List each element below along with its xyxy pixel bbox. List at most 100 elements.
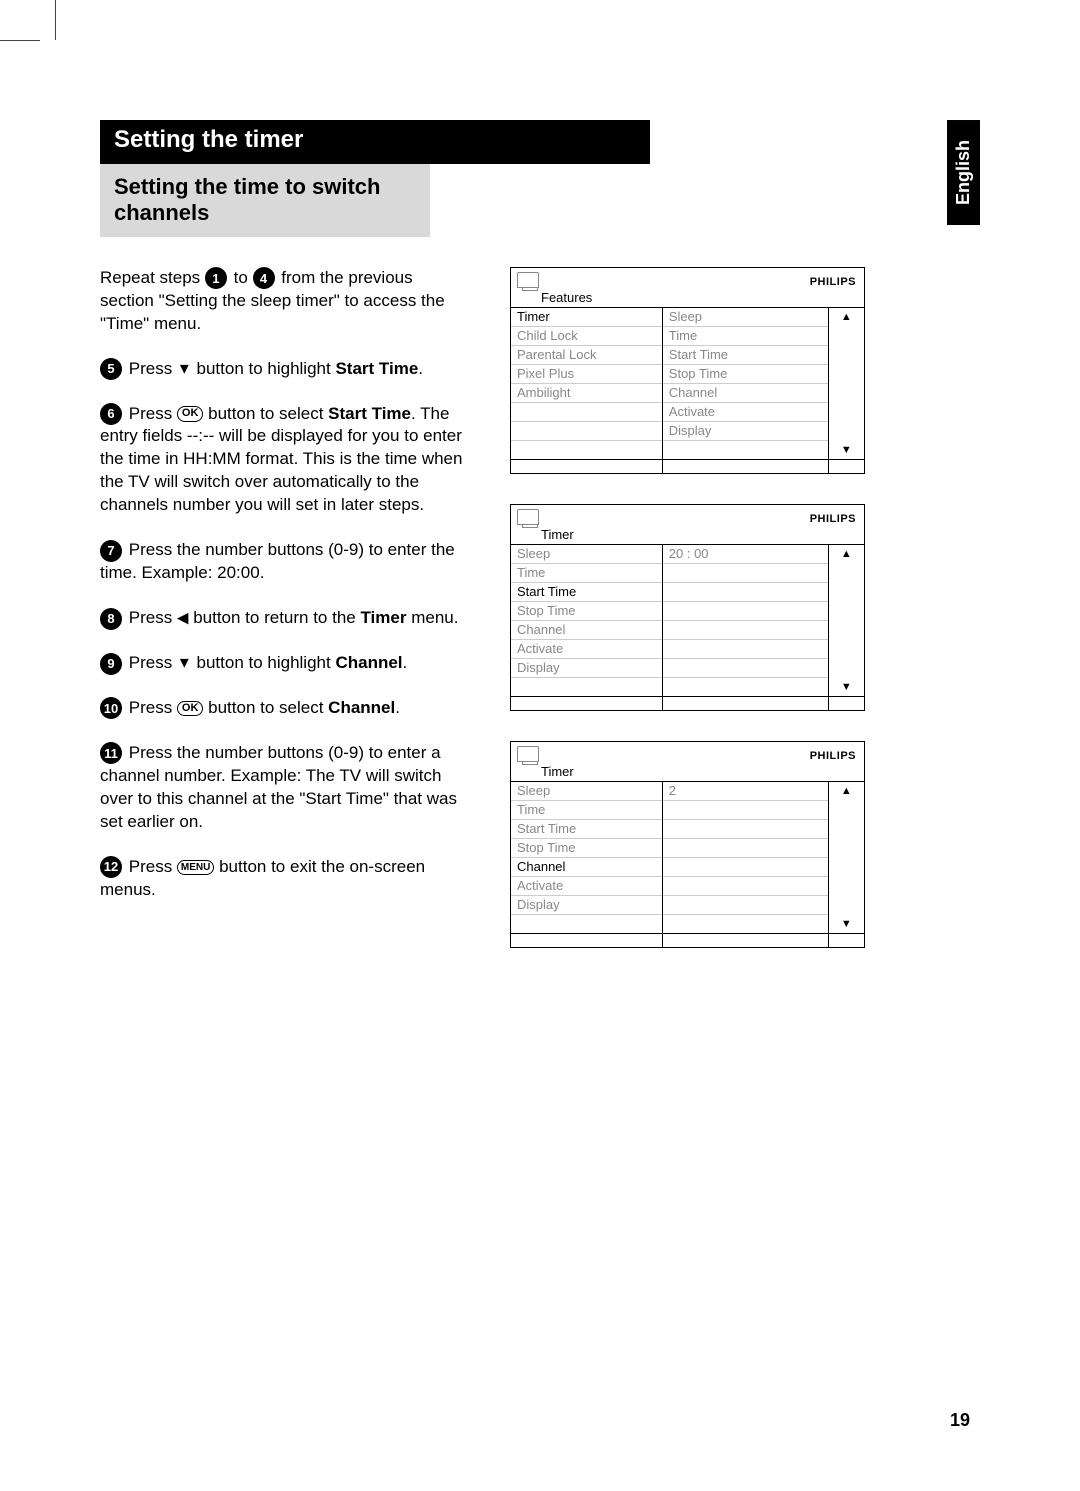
osd-menu-item: Timer bbox=[511, 308, 662, 327]
osd-menu-item: Child Lock bbox=[511, 327, 662, 346]
osd-value-item bbox=[663, 801, 828, 820]
brand-label: PHILIPS bbox=[810, 276, 856, 288]
text: Press bbox=[129, 698, 177, 717]
text: Press bbox=[129, 857, 177, 876]
osd-menu: PHILIPSFeaturesTimerChild LockParental L… bbox=[510, 267, 865, 474]
down-arrow-icon: ▼ bbox=[177, 654, 192, 671]
osd-value-item bbox=[663, 915, 828, 933]
osd-value-item: Display bbox=[663, 422, 828, 441]
menu-button-icon: MENU bbox=[177, 860, 214, 875]
osd-value-item bbox=[663, 602, 828, 621]
osd-menu-item: Channel bbox=[511, 858, 662, 877]
osd-menu-item: Activate bbox=[511, 877, 662, 896]
step-7: 7 Press the number buttons (0-9) to ente… bbox=[100, 539, 470, 585]
osd-menu-item: Display bbox=[511, 659, 662, 678]
osd-value-item: 2 bbox=[663, 782, 828, 801]
step-number-icon: 7 bbox=[100, 540, 122, 562]
osd-title: Features bbox=[511, 288, 864, 308]
left-arrow-icon: ◀ bbox=[177, 609, 189, 626]
osd-value-item bbox=[663, 839, 828, 858]
step-12: 12 Press MENU button to exit the on-scre… bbox=[100, 856, 470, 902]
osd-screenshots-column: PHILIPSFeaturesTimerChild LockParental L… bbox=[510, 267, 880, 978]
text: menu. bbox=[406, 608, 458, 627]
step-8: 8 Press ◀ button to return to the Timer … bbox=[100, 607, 470, 630]
scroll-up-icon: ▲ bbox=[841, 548, 852, 560]
step-5: 5 Press ▼ button to highlight Start Time… bbox=[100, 358, 470, 381]
osd-menu-item: Sleep bbox=[511, 545, 662, 564]
ok-button-icon: OK bbox=[177, 406, 204, 421]
step-ref-icon: 1 bbox=[205, 267, 227, 289]
brand-label: PHILIPS bbox=[810, 750, 856, 762]
osd-menu-item: Time bbox=[511, 564, 662, 583]
osd-value-item bbox=[663, 441, 828, 459]
tv-icon bbox=[517, 509, 539, 525]
language-tab: English bbox=[947, 120, 980, 225]
osd-value-item: Sleep bbox=[663, 308, 828, 327]
text: Repeat steps bbox=[100, 268, 205, 287]
osd-menu-item bbox=[511, 441, 662, 459]
bold-term: Start Time bbox=[328, 404, 411, 423]
crop-mark bbox=[55, 0, 56, 40]
step-number-icon: 8 bbox=[100, 608, 122, 630]
crop-mark bbox=[0, 40, 40, 41]
osd-footer bbox=[511, 696, 864, 710]
step-number-icon: 12 bbox=[100, 856, 122, 878]
bold-term: Timer bbox=[360, 608, 406, 627]
step-10: 10 Press OK button to select Channel. bbox=[100, 697, 470, 720]
scroll-down-icon: ▼ bbox=[841, 918, 852, 930]
osd-value-item bbox=[663, 678, 828, 696]
step-11: 11 Press the number buttons (0-9) to ent… bbox=[100, 742, 470, 834]
osd-title: Timer bbox=[511, 762, 864, 782]
osd-menu-item: Time bbox=[511, 801, 662, 820]
osd-menu-item: Sleep bbox=[511, 782, 662, 801]
osd-value-item bbox=[663, 564, 828, 583]
osd-menu-item: Display bbox=[511, 896, 662, 915]
tv-icon bbox=[517, 272, 539, 288]
step-number-icon: 6 bbox=[100, 403, 122, 425]
page-number: 19 bbox=[950, 1410, 970, 1431]
step-number-icon: 9 bbox=[100, 653, 122, 675]
manual-page: English Setting the timer Setting the ti… bbox=[100, 120, 980, 978]
osd-value-item bbox=[663, 659, 828, 678]
osd-menu-item bbox=[511, 915, 662, 933]
text: Press bbox=[129, 359, 177, 378]
text: button to select bbox=[203, 698, 328, 717]
text: button to return to the bbox=[188, 608, 360, 627]
osd-menu-item: Start Time bbox=[511, 583, 662, 602]
scroll-down-icon: ▼ bbox=[841, 444, 852, 456]
osd-footer bbox=[511, 933, 864, 947]
text: . bbox=[403, 653, 408, 672]
text: Press the number buttons (0-9) to enter … bbox=[100, 540, 455, 582]
text: . bbox=[395, 698, 400, 717]
text: button to select bbox=[203, 404, 328, 423]
text: . bbox=[418, 359, 423, 378]
step-ref-icon: 4 bbox=[253, 267, 275, 289]
osd-menu-item: Pixel Plus bbox=[511, 365, 662, 384]
osd-menu-item bbox=[511, 422, 662, 441]
tv-icon bbox=[517, 746, 539, 762]
text: to bbox=[234, 268, 253, 287]
scroll-up-icon: ▲ bbox=[841, 785, 852, 797]
step-6: 6 Press OK button to select Start Time. … bbox=[100, 403, 470, 518]
osd-value-item bbox=[663, 820, 828, 839]
instructions-column: Repeat steps 1 to 4 from the previous se… bbox=[100, 267, 470, 978]
osd-menu-item: Stop Time bbox=[511, 839, 662, 858]
osd-menu-item bbox=[511, 678, 662, 696]
ok-button-icon: OK bbox=[177, 701, 204, 716]
text: button to highlight bbox=[192, 359, 336, 378]
osd-menu-item bbox=[511, 403, 662, 422]
step-9: 9 Press ▼ button to highlight Channel. bbox=[100, 652, 470, 675]
osd-value-item bbox=[663, 621, 828, 640]
bold-term: Channel bbox=[335, 653, 402, 672]
bold-term: Start Time bbox=[335, 359, 418, 378]
osd-value-item: Activate bbox=[663, 403, 828, 422]
osd-menu-item: Channel bbox=[511, 621, 662, 640]
text: Press bbox=[129, 404, 177, 423]
step-number-icon: 5 bbox=[100, 358, 122, 380]
text: Press bbox=[129, 653, 177, 672]
osd-menu-item: Stop Time bbox=[511, 602, 662, 621]
osd-title: Timer bbox=[511, 525, 864, 545]
brand-label: PHILIPS bbox=[810, 513, 856, 525]
osd-value-item bbox=[663, 858, 828, 877]
text: Press bbox=[129, 608, 177, 627]
